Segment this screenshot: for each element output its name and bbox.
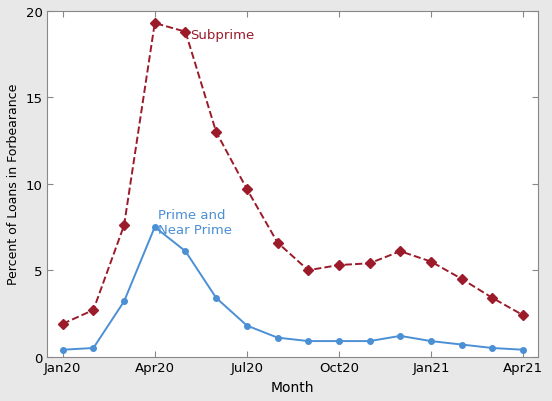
Y-axis label: Percent of Loans in Forbearance: Percent of Loans in Forbearance [7, 84, 20, 285]
Text: Subprime: Subprime [190, 29, 254, 42]
X-axis label: Month: Month [271, 380, 315, 394]
Text: Prime and
Near Prime: Prime and Near Prime [158, 209, 232, 237]
